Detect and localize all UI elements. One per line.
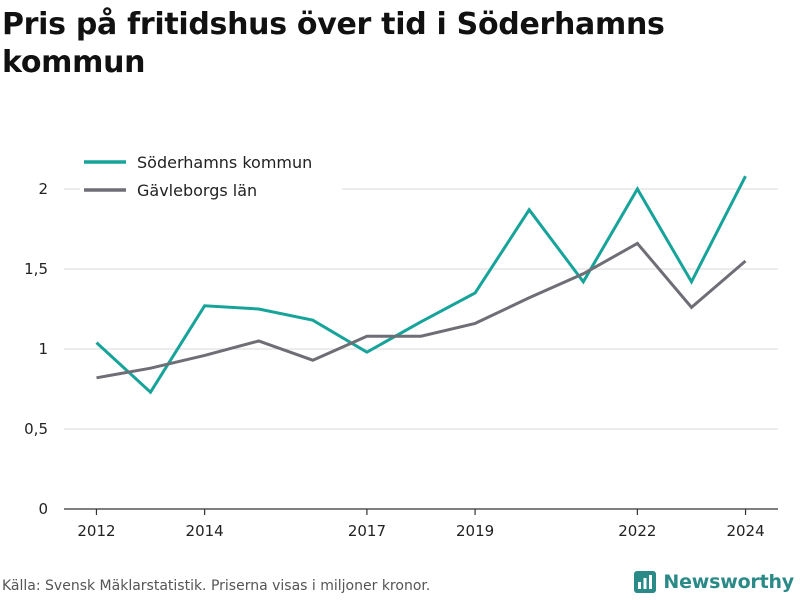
y-tick-label: 0	[38, 500, 48, 518]
y-tick-label: 0,5	[24, 420, 48, 438]
brand-logo[interactable]: Newsworthy	[633, 570, 794, 594]
x-tick-label: 2024	[726, 522, 764, 540]
x-tick-label: 2022	[618, 522, 656, 540]
axes: 0 0,5 1 1,5 2 2012 2014 2017 2019 2022 2024	[24, 180, 778, 540]
series-lines	[95, 175, 747, 395]
x-tick-label: 2012	[77, 522, 115, 540]
y-tick-label: 1	[38, 340, 48, 358]
source-note: Källa: Svensk Mäklarstatistik. Priserna …	[2, 578, 431, 594]
y-tick-label: 2	[38, 180, 48, 198]
legend-label: Söderhamns kommun	[137, 153, 312, 172]
line-chart: 0 0,5 1 1,5 2 2012 2014 2017 2019 2022 2024 Söderh…	[24, 146, 778, 540]
y-tick-label: 1,5	[24, 260, 48, 278]
chart-title: Pris på fritidshus över tid i Söderhamns…	[2, 7, 665, 80]
gridlines	[64, 188, 778, 430]
x-tick-label: 2017	[348, 522, 386, 540]
newsworthy-logo-icon	[634, 571, 657, 593]
x-tick-label: 2014	[186, 522, 224, 540]
series-line-soderhamn	[95, 175, 747, 395]
series-line-gavleborg	[96, 241, 747, 380]
legend-label: Gävleborgs län	[137, 181, 257, 200]
x-tick-label: 2019	[456, 522, 494, 540]
legend-background	[80, 146, 342, 196]
brand-name: Newsworthy	[663, 571, 794, 593]
legend: Söderhamns kommun Gävleborgs län	[80, 146, 342, 200]
